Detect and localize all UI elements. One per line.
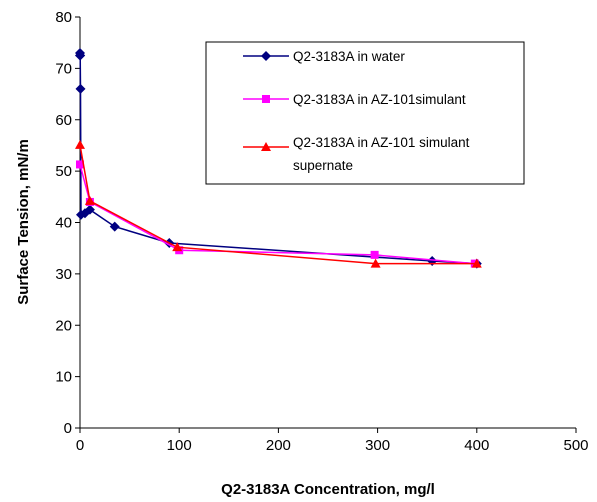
y-tick-label: 20	[55, 317, 72, 334]
legend-entry-az101-simulant: Q2-3183A in AZ-101simulant	[243, 92, 466, 107]
y-tick-label: 10	[55, 369, 72, 386]
y-tick-label: 60	[55, 112, 72, 129]
legend: Q2-3183A in water Q2-3183A in AZ-101simu…	[205, 41, 525, 185]
data-point-triangle	[471, 258, 482, 268]
y-tick-label: 70	[55, 60, 72, 77]
data-point-diamond	[427, 256, 438, 267]
legend-square-marker	[262, 95, 270, 103]
data-point-square	[370, 250, 379, 259]
x-tick-label: 200	[266, 437, 291, 454]
data-point-square	[76, 160, 84, 169]
y-axis-ticks: 0 10 20 30 40 50 60 70 80	[55, 9, 80, 437]
legend-label-water: Q2-3183A in water	[293, 49, 405, 64]
legend-label-az101-supernate-line1: Q2-3183A in AZ-101 simulant	[293, 135, 470, 150]
series-water	[75, 47, 482, 269]
y-tick-label: 50	[55, 163, 72, 180]
y-tick-label: 80	[55, 9, 72, 26]
x-tick-label: 500	[563, 437, 588, 454]
x-axis-title: Q2-3183A Concentration, mg/l	[221, 481, 435, 498]
y-tick-label: 40	[55, 215, 72, 232]
x-tick-label: 400	[464, 437, 489, 454]
y-axis-title: Surface Tension, mN/m	[15, 139, 32, 305]
data-point-triangle	[84, 195, 95, 205]
data-point-triangle	[172, 242, 183, 252]
y-tick-label: 30	[55, 266, 72, 283]
series-az101-supernate	[75, 139, 482, 268]
data-point-diamond	[84, 204, 95, 215]
data-point-triangle	[75, 139, 85, 149]
y-tick-label: 0	[64, 420, 72, 437]
data-point-triangle	[370, 258, 381, 268]
legend-diamond-marker	[261, 51, 271, 61]
data-point-diamond	[75, 83, 86, 94]
x-tick-label: 0	[76, 437, 84, 454]
legend-entry-water: Q2-3183A in water	[243, 49, 405, 64]
series-layer	[75, 47, 482, 269]
legend-label-az101-simulant: Q2-3183A in AZ-101simulant	[293, 92, 466, 107]
x-axis-ticks: 0 100 200 300 400 500	[76, 428, 589, 454]
x-tick-label: 300	[365, 437, 390, 454]
legend-triangle-marker	[261, 142, 271, 151]
legend-box	[205, 41, 525, 185]
data-point-diamond	[109, 221, 120, 232]
x-tick-label: 100	[167, 437, 192, 454]
data-point-diamond	[75, 50, 86, 61]
legend-label-az101-supernate-line2: supernate	[293, 158, 353, 173]
legend-entry-az101-supernate: Q2-3183A in AZ-101 simulant supernate	[243, 135, 470, 173]
